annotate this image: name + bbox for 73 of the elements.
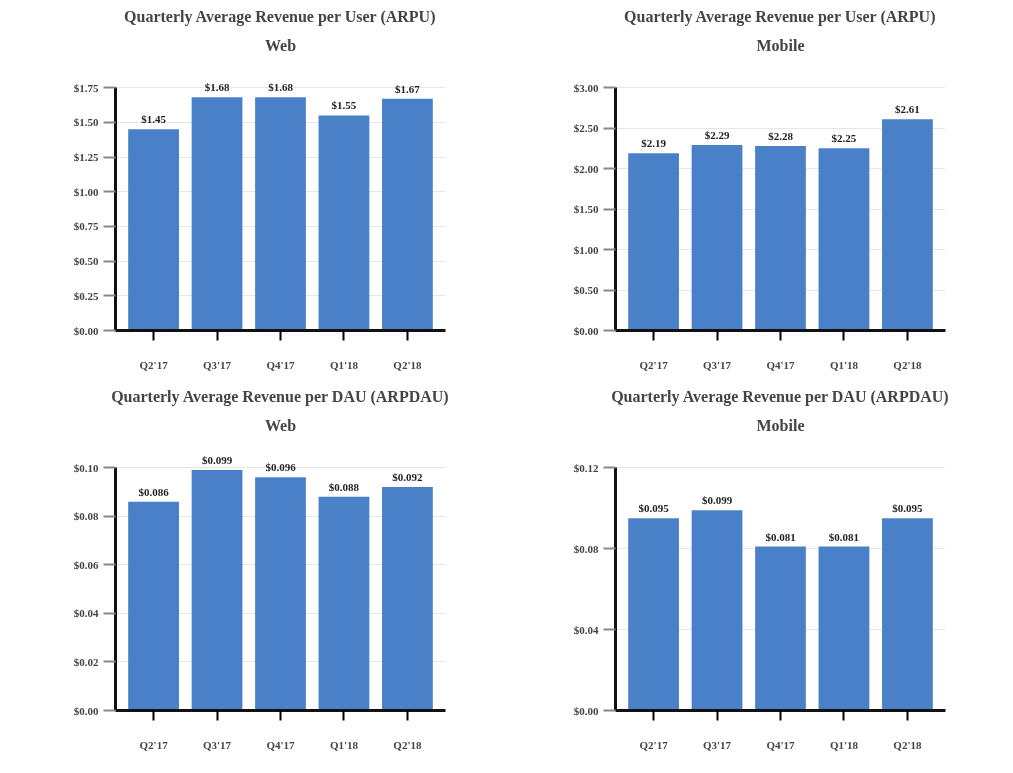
chart-subtitle: Mobile	[756, 36, 805, 54]
data-label: $1.55	[331, 99, 357, 112]
y-tick-label: $2.50	[573, 122, 599, 135]
x-tick-label: Q1'18	[829, 358, 859, 371]
x-tick-label: Q2'17	[639, 738, 669, 751]
y-tick-label: $0.50	[73, 255, 99, 268]
y-tick-label: $0.00	[73, 324, 99, 337]
data-label: $2.28	[768, 129, 794, 142]
y-tick-label: $1.75	[73, 81, 99, 94]
x-tick-label: Q3'17	[702, 358, 732, 371]
y-tick-label: $0.00	[573, 324, 599, 337]
data-label: $2.19	[641, 137, 667, 150]
x-tick-label: Q2'18	[893, 358, 922, 371]
chart-subtitle: Web	[264, 36, 297, 54]
y-tick-label: $0.04	[73, 607, 99, 620]
y-tick-label: $1.00	[573, 243, 599, 256]
y-tick-label: $1.50	[573, 203, 599, 216]
y-tick-label: $2.00	[573, 162, 599, 175]
y-tick-label: $1.00	[73, 185, 99, 198]
y-tick-label: $0.08	[73, 510, 99, 523]
y-tick-label: $3.00	[573, 81, 599, 94]
y-tick-label: $0.12	[573, 461, 599, 474]
x-tick-label: Q2'17	[139, 738, 169, 751]
y-tick-label: $0.75	[73, 220, 99, 233]
y-tick-label: $1.50	[73, 116, 99, 129]
x-tick-label: Q2'18	[393, 738, 422, 751]
x-tick-label: Q4'17	[266, 738, 296, 751]
y-tick-label: $0.06	[73, 558, 99, 571]
chart-title: Quarterly Average Revenue per DAU (ARPDAU)	[611, 387, 949, 406]
data-label: $0.086	[138, 485, 170, 498]
chart-title: Quarterly Average Revenue per User (ARPU)	[624, 7, 936, 26]
y-tick-label: $1.25	[73, 151, 99, 164]
x-tick-label: Q1'18	[329, 358, 359, 371]
data-label: $0.088	[328, 480, 360, 493]
x-tick-label: Q3'17	[202, 358, 232, 371]
x-tick-label: Q3'17	[702, 738, 732, 751]
data-label: $0.081	[765, 530, 796, 543]
data-label: $1.68	[204, 81, 230, 94]
data-label: $0.099	[201, 454, 233, 467]
x-tick-label: Q2'18	[393, 358, 422, 371]
x-tick-label: Q4'17	[766, 358, 796, 371]
data-label: $0.092	[392, 471, 424, 484]
y-tick-label: $0.10	[73, 461, 99, 474]
data-label: $1.45	[141, 113, 167, 126]
data-label: $0.081	[828, 530, 860, 543]
data-label: $2.29	[704, 129, 730, 142]
chart-title: Quarterly Average Revenue per User (ARPU)	[124, 7, 436, 26]
y-tick-label: $0.50	[573, 284, 599, 297]
x-tick-label: Q2'18	[893, 738, 922, 751]
y-tick-label: $0.08	[573, 542, 599, 555]
data-label: $0.095	[892, 502, 924, 515]
x-tick-label: Q4'17	[266, 358, 296, 371]
x-tick-label: Q2'17	[139, 358, 169, 371]
x-tick-label: Q2'17	[639, 358, 669, 371]
data-label: $2.61	[895, 103, 920, 116]
y-tick-label: $0.00	[73, 704, 99, 717]
data-label: $1.68	[268, 81, 294, 94]
chart-subtitle: Web	[264, 416, 297, 434]
data-label: $1.67	[395, 82, 421, 95]
x-tick-label: Q1'18	[829, 738, 859, 751]
chart-title: Quarterly Average Revenue per DAU (ARPDAU)	[111, 387, 449, 406]
data-label: $0.095	[638, 502, 670, 515]
y-tick-label: $0.25	[73, 289, 99, 302]
y-tick-label: $0.02	[73, 655, 99, 668]
data-label: $0.099	[701, 494, 733, 507]
x-tick-label: Q4'17	[766, 738, 796, 751]
data-label: $2.25	[831, 132, 857, 145]
y-tick-label: $0.00	[573, 704, 599, 717]
data-label: $0.096	[265, 461, 297, 474]
chart-subtitle: Mobile	[756, 416, 805, 434]
y-tick-label: $0.04	[573, 623, 599, 636]
x-tick-label: Q3'17	[202, 738, 232, 751]
x-tick-label: Q1'18	[329, 738, 359, 751]
